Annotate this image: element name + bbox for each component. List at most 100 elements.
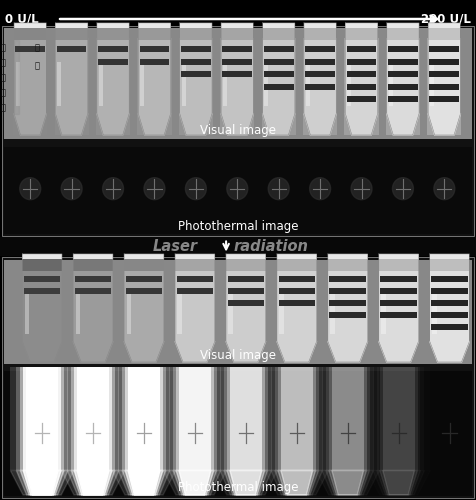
Bar bbox=[429, 96, 459, 102]
Bar bbox=[265, 62, 268, 106]
Bar bbox=[221, 23, 253, 28]
Bar bbox=[227, 367, 265, 470]
Bar bbox=[14, 40, 46, 114]
Text: 红: 红 bbox=[1, 73, 6, 82]
Polygon shape bbox=[77, 470, 109, 495]
Text: Photothermal image: Photothermal image bbox=[178, 220, 298, 233]
Bar bbox=[55, 38, 89, 135]
Bar bbox=[387, 40, 419, 114]
Polygon shape bbox=[322, 470, 374, 495]
Polygon shape bbox=[124, 342, 164, 362]
Bar bbox=[22, 271, 62, 342]
Polygon shape bbox=[71, 470, 115, 495]
Bar bbox=[428, 40, 460, 114]
Bar bbox=[304, 40, 336, 114]
Bar bbox=[175, 271, 215, 342]
Bar bbox=[224, 367, 268, 470]
Bar bbox=[326, 367, 369, 470]
Bar bbox=[389, 62, 393, 106]
Bar bbox=[428, 23, 460, 40]
Bar bbox=[77, 367, 109, 470]
Polygon shape bbox=[14, 40, 19, 114]
Circle shape bbox=[310, 178, 330, 200]
Bar bbox=[139, 58, 169, 65]
Bar bbox=[230, 367, 262, 470]
Bar bbox=[228, 300, 264, 306]
Bar bbox=[139, 23, 170, 28]
Bar bbox=[265, 367, 328, 470]
Bar bbox=[304, 23, 336, 28]
Text: radiation: radiation bbox=[233, 239, 308, 254]
Bar bbox=[275, 367, 318, 470]
Polygon shape bbox=[428, 114, 460, 135]
Bar bbox=[432, 292, 437, 335]
Bar bbox=[228, 292, 233, 335]
Bar bbox=[388, 84, 418, 90]
Bar bbox=[98, 58, 128, 65]
Bar bbox=[23, 367, 61, 470]
Bar bbox=[4, 147, 472, 234]
Bar bbox=[306, 62, 310, 106]
Polygon shape bbox=[175, 342, 215, 362]
Bar bbox=[329, 300, 366, 306]
Bar bbox=[124, 254, 164, 271]
Bar bbox=[126, 276, 162, 282]
Bar bbox=[139, 40, 170, 114]
Bar bbox=[263, 23, 295, 40]
Polygon shape bbox=[180, 114, 212, 135]
Bar bbox=[140, 62, 144, 106]
Bar bbox=[264, 71, 294, 78]
Bar bbox=[4, 370, 472, 496]
Polygon shape bbox=[112, 470, 176, 495]
Text: 粉: 粉 bbox=[1, 43, 6, 52]
Text: 200 U/L: 200 U/L bbox=[421, 12, 471, 26]
Bar bbox=[169, 367, 221, 470]
Polygon shape bbox=[97, 114, 129, 135]
Polygon shape bbox=[271, 470, 323, 495]
Bar bbox=[329, 276, 366, 282]
Bar bbox=[13, 38, 47, 135]
Bar bbox=[67, 367, 119, 470]
Bar bbox=[175, 254, 215, 271]
Circle shape bbox=[102, 178, 123, 200]
Bar bbox=[75, 288, 111, 294]
Bar bbox=[303, 38, 337, 135]
Bar bbox=[163, 367, 227, 470]
Bar bbox=[139, 46, 169, 52]
Polygon shape bbox=[227, 470, 265, 495]
Bar bbox=[388, 58, 418, 65]
Bar bbox=[179, 38, 213, 135]
Polygon shape bbox=[169, 470, 221, 495]
Bar bbox=[263, 23, 295, 28]
Bar bbox=[220, 38, 254, 135]
Bar bbox=[71, 367, 115, 470]
Bar bbox=[329, 288, 366, 294]
Bar bbox=[2, 257, 474, 498]
Polygon shape bbox=[278, 470, 316, 495]
Polygon shape bbox=[304, 114, 336, 135]
Bar bbox=[277, 254, 317, 271]
Bar bbox=[430, 62, 434, 106]
Bar bbox=[14, 23, 46, 40]
Bar bbox=[373, 367, 425, 470]
Bar bbox=[429, 58, 459, 65]
Circle shape bbox=[268, 178, 289, 200]
Polygon shape bbox=[122, 470, 166, 495]
Polygon shape bbox=[74, 470, 112, 495]
Bar bbox=[181, 71, 211, 78]
Bar bbox=[264, 58, 294, 65]
Bar bbox=[380, 300, 417, 306]
Bar bbox=[278, 288, 315, 294]
Bar bbox=[178, 292, 182, 335]
Polygon shape bbox=[328, 342, 367, 362]
Bar bbox=[14, 23, 46, 28]
Bar bbox=[56, 23, 88, 28]
Bar bbox=[56, 40, 88, 114]
Bar bbox=[279, 292, 284, 335]
Bar bbox=[98, 46, 128, 52]
Bar bbox=[214, 367, 278, 470]
Bar bbox=[73, 254, 113, 259]
Polygon shape bbox=[125, 470, 163, 495]
Bar bbox=[223, 62, 227, 106]
Bar bbox=[58, 62, 61, 106]
